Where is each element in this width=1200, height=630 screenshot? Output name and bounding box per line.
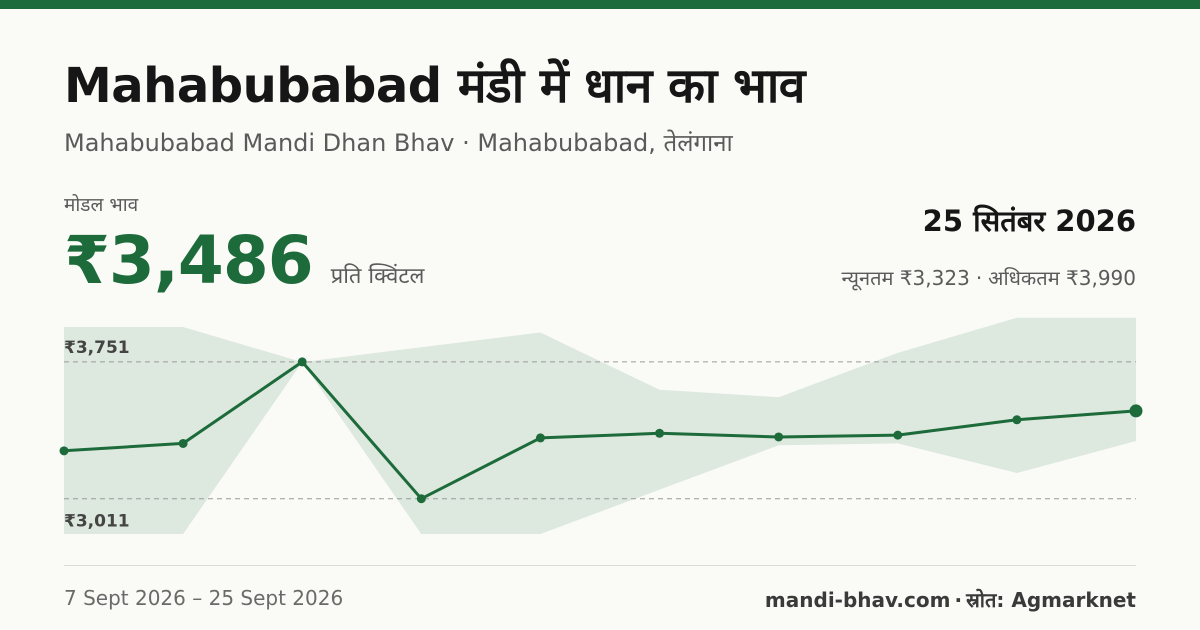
modal-price-point (535, 433, 545, 443)
reference-label-low: ₹3,011 (64, 512, 130, 532)
modal-price-row: ₹3,486 प्रति क्विंटल (64, 222, 424, 299)
min-max-band (64, 317, 1136, 534)
modal-price-point (416, 494, 426, 504)
modal-price-point (655, 428, 665, 438)
modal-price-point (59, 446, 69, 456)
modal-price-point (178, 438, 188, 448)
reference-label-high: ₹3,751 (64, 338, 130, 358)
price-unit: प्रति क्विंटल (330, 264, 425, 289)
footer-divider (64, 565, 1136, 566)
modal-price-point (297, 357, 307, 367)
page-subtitle: Mahabubabad Mandi Dhan Bhav · Mahabubaba… (64, 129, 733, 157)
modal-price-value: ₹3,486 (64, 222, 314, 299)
top-accent-bar (0, 0, 1200, 9)
modal-price-point (1012, 415, 1022, 425)
site-name: mandi-bhav.com (764, 588, 951, 612)
date-range: 7 Sept 2026 – 25 Sept 2026 (64, 586, 344, 610)
min-price: न्यूनतम ₹3,323 (841, 266, 970, 290)
modal-price-point (893, 430, 903, 440)
price-range: न्यूनतम ₹3,323 · अधिकतम ₹3,990 (842, 264, 1137, 291)
footer-separator: · (954, 588, 963, 612)
modal-price-line (63, 360, 1137, 501)
modal-price-label: मोडल भाव (64, 194, 139, 216)
page-title: Mahabubabad मंडी में धान का भाव (64, 58, 805, 114)
modal-price-points (59, 357, 1143, 504)
max-price: अधिकतम ₹3,990 (988, 266, 1136, 290)
footer-credits: mandi-bhav.com · स्रोत: Agmarknet (765, 586, 1136, 613)
data-source: स्रोत: Agmarknet (966, 588, 1136, 612)
price-date: 25 सितंबर 2026 (922, 204, 1136, 238)
modal-price-point (774, 432, 784, 442)
latest-price-point (1129, 404, 1143, 418)
range-separator: · (975, 266, 983, 290)
